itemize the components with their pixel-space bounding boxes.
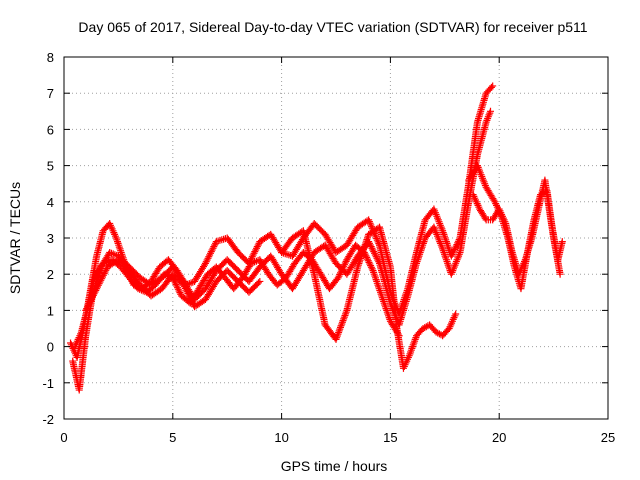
y-tick-label: -2: [42, 412, 54, 427]
x-axis-label: GPS time / hours: [281, 458, 388, 474]
series-trace: [279, 224, 459, 370]
x-tick-label: 20: [492, 430, 506, 445]
series-track-c: [71, 241, 403, 351]
y-tick-label: 2: [47, 267, 54, 282]
y-tick-label: 0: [47, 340, 54, 355]
series-trace: [470, 178, 566, 276]
y-tick-label: -1: [42, 376, 54, 391]
data-layer: [67, 82, 566, 394]
x-tick-label: 5: [169, 430, 176, 445]
y-tick-label: 7: [47, 86, 54, 101]
data-point: [82, 306, 90, 314]
series-track-f: [469, 176, 566, 278]
x-tick-label: 25: [601, 430, 615, 445]
y-tick-label: 4: [47, 195, 54, 210]
series-trace: [83, 257, 262, 313]
chart-title: Day 065 of 2017, Sidereal Day-to-day VTE…: [78, 19, 587, 35]
x-tick-label: 10: [274, 430, 288, 445]
data-point: [93, 285, 101, 293]
series-track-d: [278, 223, 460, 372]
y-tick-label: 5: [47, 159, 54, 174]
y-tick-label: 6: [47, 122, 54, 137]
x-tick-label: 15: [383, 430, 397, 445]
x-tick-label: 0: [60, 430, 67, 445]
y-tick-label: 3: [47, 231, 54, 246]
grid-layer: [64, 57, 608, 419]
series-track-g: [82, 256, 264, 314]
y-tick-label: 8: [47, 50, 54, 65]
y-axis-label: SDTVAR / TECUs: [7, 182, 23, 294]
y-tick-label: 1: [47, 303, 54, 318]
tick-layer: 0 5 10 15 20 25 -2 -1 0 1 2 3 4 5 6 7 8: [42, 50, 615, 445]
